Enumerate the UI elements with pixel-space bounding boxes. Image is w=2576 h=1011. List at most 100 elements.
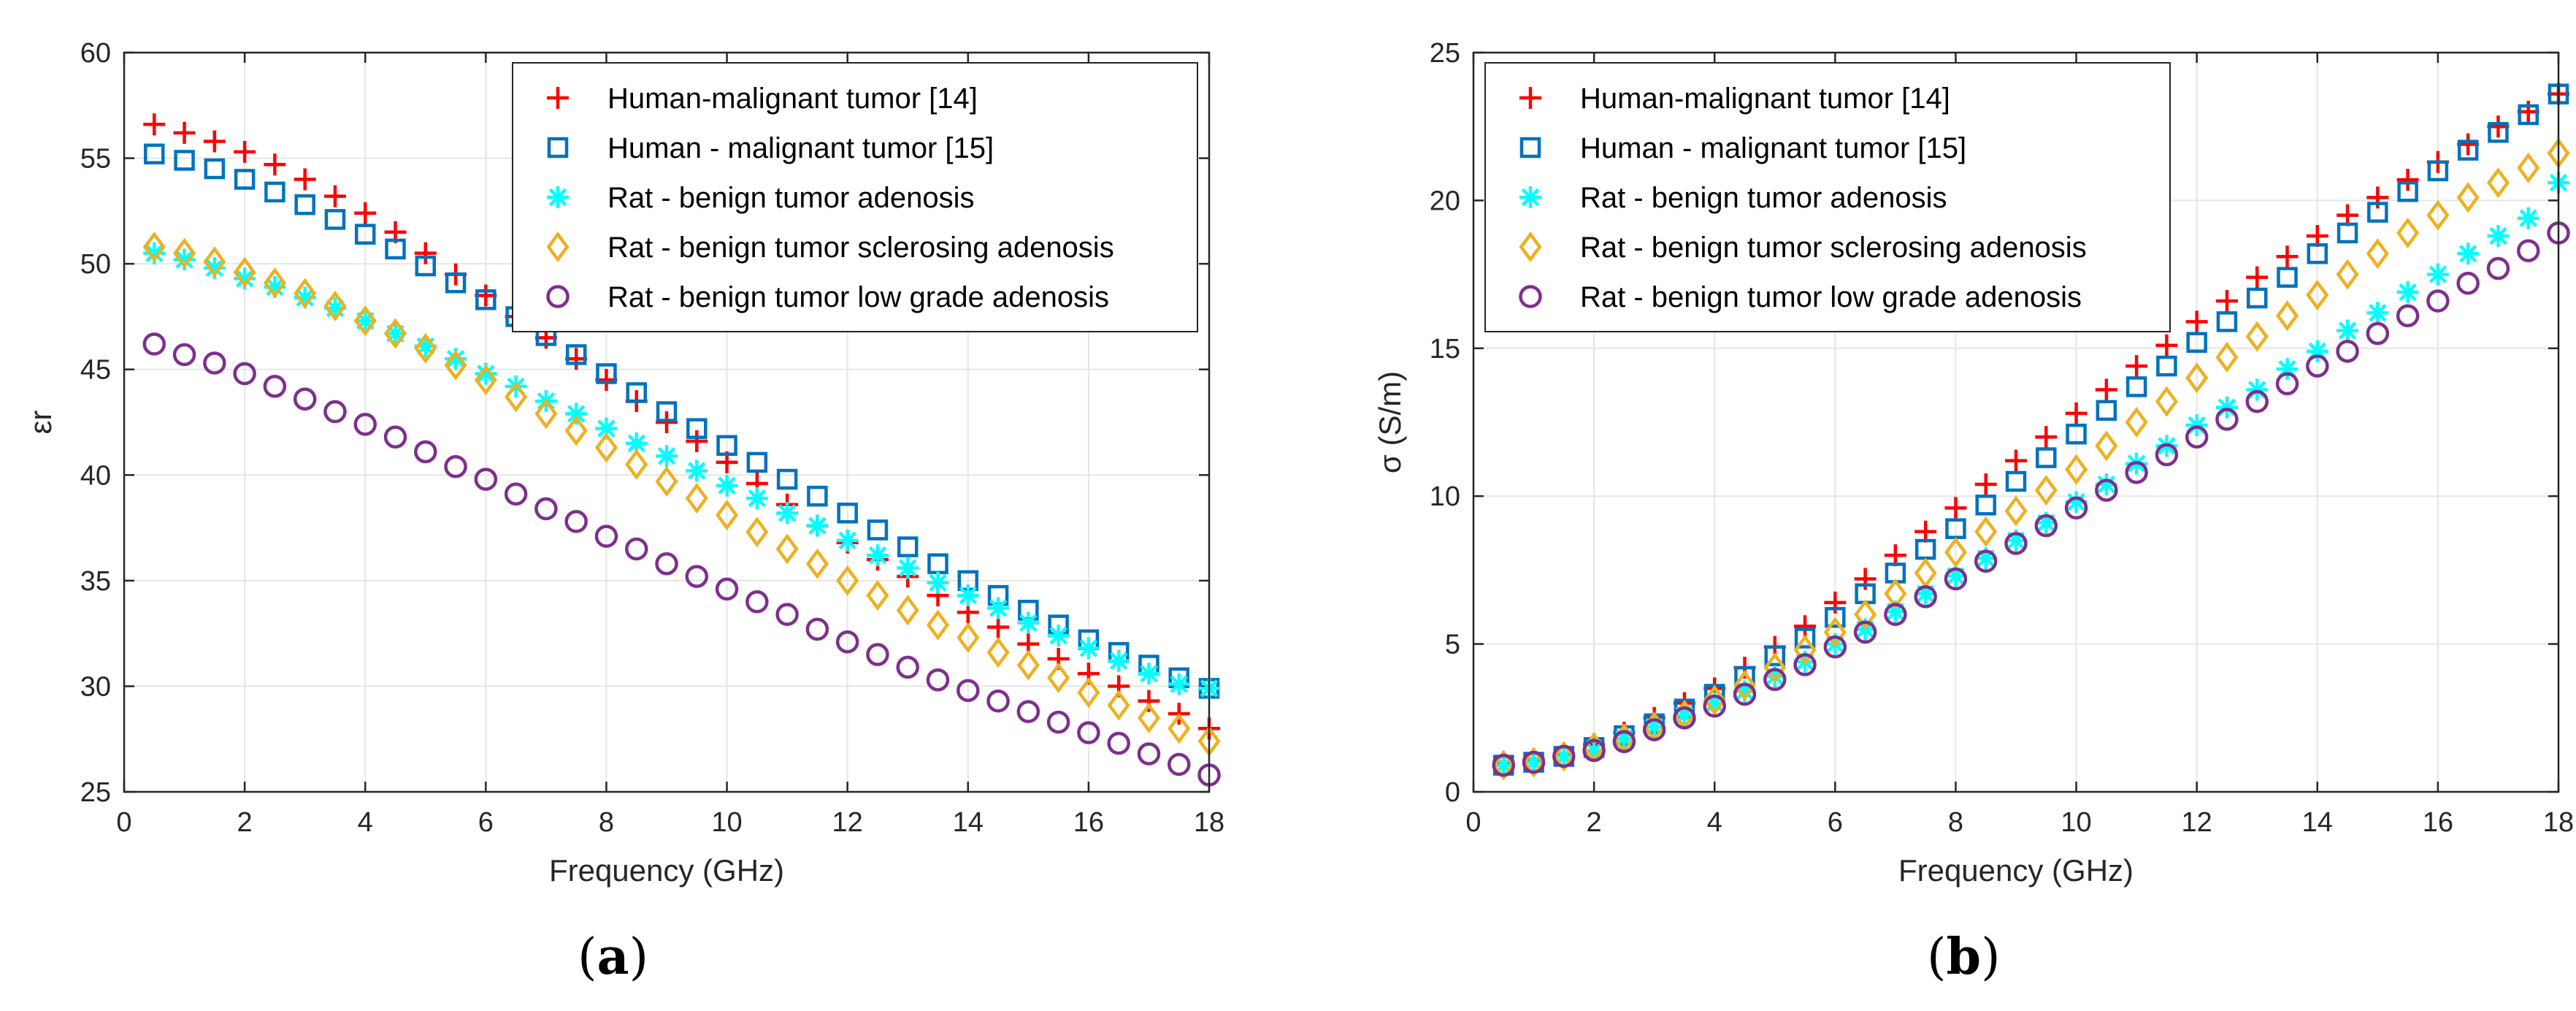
data-point <box>2337 319 2359 342</box>
data-point <box>1047 662 1070 693</box>
x-tick-label: 12 <box>832 807 863 838</box>
data-point <box>716 500 739 531</box>
data-point <box>866 544 889 567</box>
legend-marker <box>1519 87 1541 109</box>
legend-marker <box>1519 137 1541 159</box>
data-point <box>837 503 858 524</box>
data-point <box>1552 741 1576 772</box>
x-tick-label: 14 <box>2302 807 2333 838</box>
data-point <box>596 363 617 384</box>
data-point <box>2457 140 2479 161</box>
legend-marker <box>547 137 569 159</box>
data-point <box>594 432 618 463</box>
data-point <box>1733 680 1756 703</box>
data-point <box>1703 694 1726 718</box>
data-point <box>1944 567 1968 591</box>
data-point <box>475 362 497 385</box>
data-point <box>505 381 528 413</box>
data-point <box>263 267 286 299</box>
data-point <box>2125 355 2148 378</box>
x-tick-label: 16 <box>2423 807 2453 838</box>
y-tick-label: 45 <box>80 355 111 386</box>
data-point <box>1107 731 1130 755</box>
data-point <box>745 590 769 614</box>
x-tick-label: 12 <box>2182 807 2212 838</box>
data-point <box>234 267 256 290</box>
data-point <box>2125 376 2147 397</box>
data-point <box>2336 259 2359 290</box>
data-point <box>745 487 768 510</box>
data-point <box>1823 617 1847 648</box>
y-tick-label: 15 <box>1430 334 1460 365</box>
y-axis-label: σ (S/m) <box>1373 371 1407 473</box>
data-point <box>1793 653 1817 676</box>
data-point <box>323 290 347 322</box>
legend-marker <box>546 285 570 308</box>
data-point <box>2396 281 2419 303</box>
data-point <box>264 153 286 176</box>
data-point <box>504 482 528 506</box>
data-point <box>1047 625 1070 647</box>
data-point <box>806 514 829 537</box>
data-point <box>203 351 226 375</box>
data-point <box>173 121 196 144</box>
panel-caption-a-letter: a <box>597 928 629 986</box>
data-point <box>564 510 588 533</box>
data-point <box>1853 620 1877 644</box>
data-point <box>656 445 678 468</box>
data-point <box>2096 400 2117 421</box>
data-point <box>1492 753 1516 777</box>
data-point <box>2095 478 2118 502</box>
data-point <box>534 398 558 430</box>
data-point <box>2034 475 2058 506</box>
data-point <box>867 519 889 541</box>
data-point <box>957 584 979 607</box>
data-point <box>1016 700 1040 723</box>
data-point <box>565 344 587 365</box>
axes-box <box>1472 51 2560 793</box>
data-point <box>957 679 980 702</box>
data-point <box>776 468 798 490</box>
data-point <box>2245 321 2269 352</box>
data-point <box>1974 549 1998 573</box>
series-4 <box>1492 137 2570 781</box>
legend-marker <box>547 87 569 109</box>
data-point <box>323 297 346 319</box>
data-point <box>2336 340 2359 363</box>
data-point <box>2456 182 2480 213</box>
data-point <box>294 278 317 309</box>
axes: 0 2 4 6 8 10 12 14 16 18 0 5 10 15 20 25 Frequency (GHz)… <box>1373 38 2574 888</box>
data-point <box>1522 750 1546 774</box>
data-point <box>173 237 196 269</box>
data-point <box>1552 745 1575 768</box>
data-point <box>927 571 949 594</box>
legend-entry: Rat - benign tumor adenosis <box>547 182 975 214</box>
legend-label: Rat - benign tumor low grade adenosis <box>607 281 1109 313</box>
data-point <box>1914 585 1937 608</box>
y-tick-label: 60 <box>80 38 111 69</box>
data-point <box>323 185 346 207</box>
data-point <box>354 310 377 332</box>
x-tick-label: 14 <box>953 807 984 838</box>
data-point <box>1703 684 1726 716</box>
data-point <box>564 415 588 446</box>
data-point <box>1793 634 1817 665</box>
legend-label: Human-malignant tumor [14] <box>1580 83 1950 115</box>
data-point <box>414 440 437 464</box>
data-point <box>896 655 919 679</box>
data-point <box>624 537 648 561</box>
data-point <box>474 468 498 491</box>
data-point <box>1522 747 1546 778</box>
data-point <box>2216 311 2238 332</box>
data-point <box>2004 495 2028 527</box>
data-point <box>1914 520 1937 543</box>
data-point <box>1016 649 1040 681</box>
data-point <box>686 459 708 482</box>
series-1 <box>143 113 1220 740</box>
data-point <box>1854 599 1877 630</box>
data-point <box>354 202 377 224</box>
legend-box <box>1484 62 2171 332</box>
x-tick-label: 6 <box>478 807 494 838</box>
data-point <box>1046 710 1070 734</box>
data-point <box>655 465 678 497</box>
